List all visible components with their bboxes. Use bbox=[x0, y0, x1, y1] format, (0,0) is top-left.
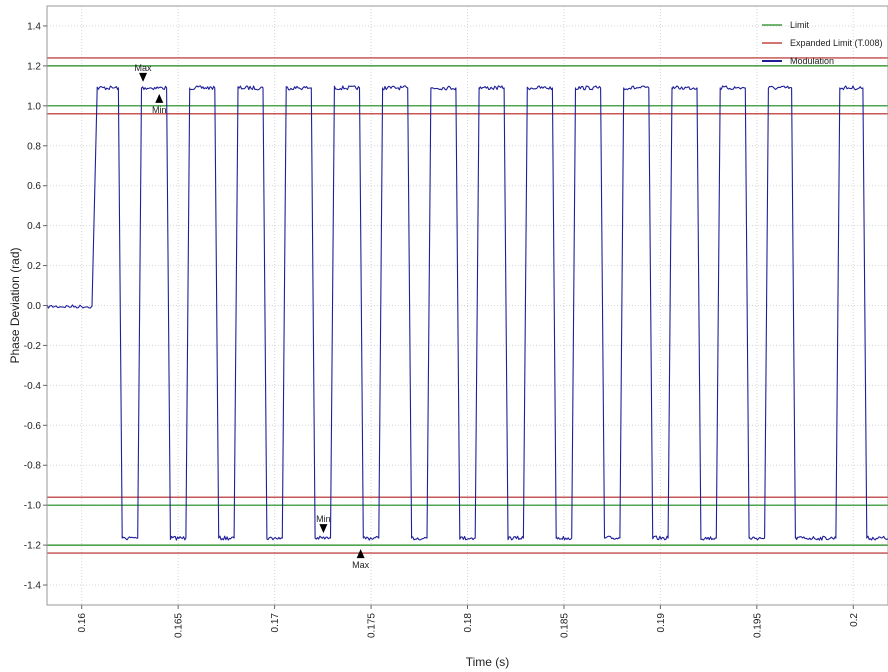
y-tick-label: 1.4 bbox=[27, 21, 41, 32]
y-tick-label: 0.8 bbox=[27, 141, 41, 152]
y-tick-label: -1.2 bbox=[24, 541, 42, 552]
x-tick-label: 0.165 bbox=[174, 613, 185, 638]
legend-label: Expanded Limit (T.008) bbox=[790, 38, 883, 48]
y-tick-label: 1.0 bbox=[27, 101, 41, 112]
x-axis-title: Time (s) bbox=[466, 655, 510, 669]
x-axis-ticks: 0.16 0.165 0.17 0.175 0.18 0.185 0.19 0.195 0.2 bbox=[77, 605, 860, 638]
y-axis-title: Phase Deviation (rad) bbox=[8, 247, 22, 363]
limit-lines bbox=[47, 57, 888, 554]
x-tick-label: 0.17 bbox=[270, 613, 281, 633]
modulation-series bbox=[46, 85, 888, 541]
marker-arrow bbox=[356, 549, 365, 559]
marker-label: Max bbox=[352, 560, 370, 570]
x-tick-label: 0.185 bbox=[559, 613, 570, 638]
y-tick-label: -1.4 bbox=[24, 581, 42, 592]
y-axis-ticks: 1.4 1.2 1.0 0.8 0.6 0.4 0.2 0.0 -0.2 -0.4 -0.6 -0.8… bbox=[24, 21, 47, 592]
y-tick-label: 0.4 bbox=[27, 221, 41, 232]
marker-arrow bbox=[139, 72, 148, 82]
min-max-markers: Max Min Min Max bbox=[135, 63, 370, 570]
marker-arrow bbox=[319, 524, 328, 534]
x-tick-label: 0.2 bbox=[849, 613, 860, 627]
y-tick-label: 0.6 bbox=[27, 181, 41, 192]
y-tick-label: -0.8 bbox=[24, 461, 42, 472]
marker-label: Max bbox=[135, 63, 153, 73]
modulation-line bbox=[46, 85, 888, 541]
y-tick-label: 0.0 bbox=[27, 301, 41, 312]
marker-arrow bbox=[155, 93, 164, 103]
x-tick-label: 0.18 bbox=[463, 613, 474, 633]
y-tick-label: -0.6 bbox=[24, 421, 42, 432]
y-tick-label: 0.2 bbox=[27, 261, 41, 272]
marker-label: Min bbox=[152, 105, 167, 115]
legend-label: Modulation bbox=[790, 56, 834, 66]
y-tick-label: 1.2 bbox=[27, 61, 41, 72]
x-tick-label: 0.16 bbox=[77, 613, 88, 633]
x-tick-label: 0.175 bbox=[367, 613, 378, 638]
marker-label: Min bbox=[316, 514, 331, 524]
y-tick-label: -0.2 bbox=[24, 341, 42, 352]
x-tick-label: 0.19 bbox=[656, 613, 667, 633]
x-tick-label: 0.195 bbox=[752, 613, 763, 638]
legend: Limit Expanded Limit (T.008) Modulation bbox=[762, 20, 883, 66]
y-tick-label: -1.0 bbox=[24, 501, 42, 512]
legend-label: Limit bbox=[790, 20, 810, 30]
y-tick-label: -0.4 bbox=[24, 381, 42, 392]
